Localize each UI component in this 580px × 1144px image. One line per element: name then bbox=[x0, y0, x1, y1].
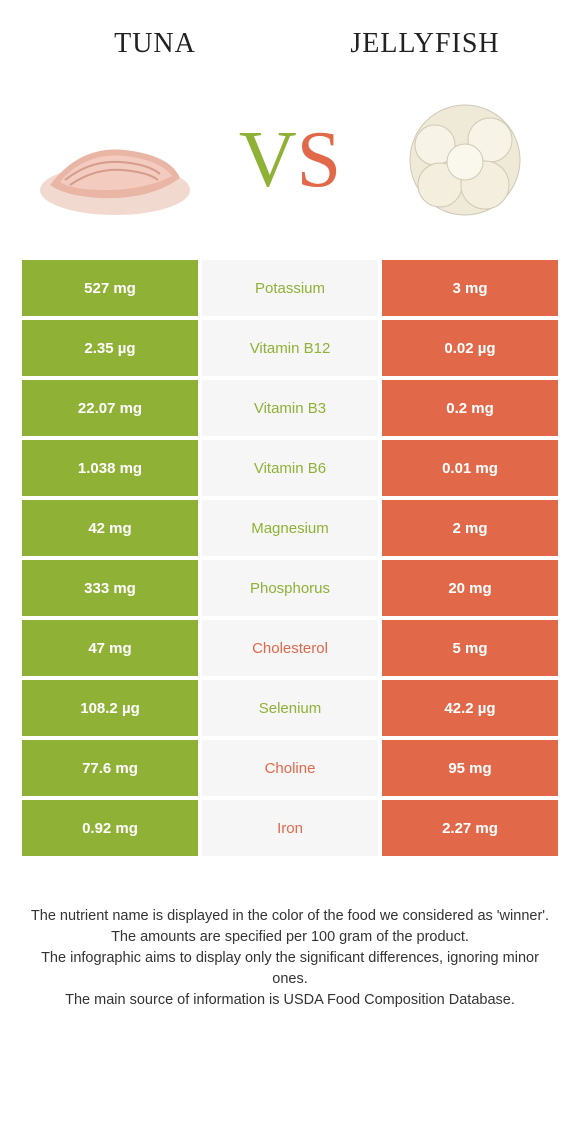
footer-line-1: The nutrient name is displayed in the co… bbox=[30, 906, 550, 927]
table-row: 0.92 mgIron2.27 mg bbox=[22, 800, 558, 856]
jellyfish-image bbox=[380, 90, 550, 230]
table-row: 1.038 mgVitamin B60.01 mg bbox=[22, 440, 558, 496]
nutrient-label: Potassium bbox=[202, 260, 378, 316]
nutrient-label: Vitamin B3 bbox=[202, 380, 378, 436]
nutrient-label: Vitamin B12 bbox=[202, 320, 378, 376]
header: Tuna Jellyfish bbox=[0, 0, 580, 70]
right-value: 2 mg bbox=[382, 500, 558, 556]
right-value: 0.02 µg bbox=[382, 320, 558, 376]
vs-s: S bbox=[297, 120, 342, 200]
table-row: 333 mgPhosphorus20 mg bbox=[22, 560, 558, 616]
left-value: 108.2 µg bbox=[22, 680, 198, 736]
left-value: 1.038 mg bbox=[22, 440, 198, 496]
nutrient-table: 527 mgPotassium3 mg2.35 µgVitamin B120.0… bbox=[22, 260, 558, 856]
vs-v: V bbox=[239, 120, 297, 200]
right-value: 42.2 µg bbox=[382, 680, 558, 736]
hero-row: VS bbox=[0, 70, 580, 260]
right-value: 3 mg bbox=[382, 260, 558, 316]
left-value: 22.07 mg bbox=[22, 380, 198, 436]
table-row: 77.6 mgCholine95 mg bbox=[22, 740, 558, 796]
nutrient-label: Magnesium bbox=[202, 500, 378, 556]
left-value: 47 mg bbox=[22, 620, 198, 676]
table-row: 22.07 mgVitamin B30.2 mg bbox=[22, 380, 558, 436]
right-value: 0.01 mg bbox=[382, 440, 558, 496]
vs-label: VS bbox=[239, 120, 341, 200]
left-title: Tuna bbox=[20, 28, 290, 60]
nutrient-label: Cholesterol bbox=[202, 620, 378, 676]
nutrient-label: Iron bbox=[202, 800, 378, 856]
left-value: 333 mg bbox=[22, 560, 198, 616]
table-row: 47 mgCholesterol5 mg bbox=[22, 620, 558, 676]
footer-line-3: The infographic aims to display only the… bbox=[30, 948, 550, 990]
nutrient-label: Choline bbox=[202, 740, 378, 796]
right-title: Jellyfish bbox=[290, 28, 560, 60]
left-value: 42 mg bbox=[22, 500, 198, 556]
right-value: 5 mg bbox=[382, 620, 558, 676]
nutrient-label: Vitamin B6 bbox=[202, 440, 378, 496]
right-value: 95 mg bbox=[382, 740, 558, 796]
footer-line-4: The main source of information is USDA F… bbox=[30, 990, 550, 1011]
table-row: 527 mgPotassium3 mg bbox=[22, 260, 558, 316]
right-value: 20 mg bbox=[382, 560, 558, 616]
nutrient-label: Phosphorus bbox=[202, 560, 378, 616]
footer-line-2: The amounts are specified per 100 gram o… bbox=[30, 927, 550, 948]
tuna-image bbox=[30, 90, 200, 230]
left-value: 77.6 mg bbox=[22, 740, 198, 796]
right-value: 2.27 mg bbox=[382, 800, 558, 856]
table-row: 108.2 µgSelenium42.2 µg bbox=[22, 680, 558, 736]
left-value: 527 mg bbox=[22, 260, 198, 316]
nutrient-label: Selenium bbox=[202, 680, 378, 736]
table-row: 2.35 µgVitamin B120.02 µg bbox=[22, 320, 558, 376]
table-row: 42 mgMagnesium2 mg bbox=[22, 500, 558, 556]
left-value: 0.92 mg bbox=[22, 800, 198, 856]
left-value: 2.35 µg bbox=[22, 320, 198, 376]
right-value: 0.2 mg bbox=[382, 380, 558, 436]
footer-notes: The nutrient name is displayed in the co… bbox=[0, 856, 580, 1031]
